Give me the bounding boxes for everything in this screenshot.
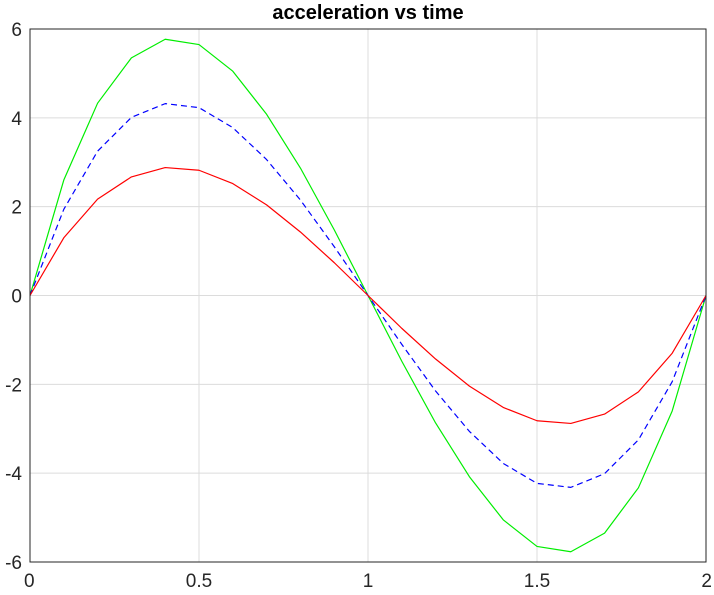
x-tick-label-0: 0 [24, 571, 35, 592]
series-lines [29, 38, 707, 553]
x-tick-label-3: 1.5 [524, 571, 550, 592]
y-tick-labels: -6 -4 -2 0 2 4 6 [5, 20, 22, 574]
y-tick-label-6: 6 [11, 20, 22, 41]
y-tick-label-2: -2 [5, 375, 22, 396]
x-tick-label-4: 2 [701, 571, 712, 592]
y-tick-label-4: 2 [11, 198, 22, 219]
y-tick-label-0: -6 [5, 553, 22, 574]
x-tick-label-1: 0.5 [186, 571, 212, 592]
y-tick-label-3: 0 [11, 287, 22, 308]
plot-frame [29, 28, 707, 563]
series-line-2 [29, 166, 707, 425]
y-tick-label-5: 4 [11, 109, 22, 130]
x-tick-label-2: 1 [363, 571, 374, 592]
x-tick-labels: 0 0.5 1 1.5 2 [24, 571, 712, 592]
chart-title: acceleration vs time [272, 2, 463, 24]
y-tick-label-1: -4 [5, 464, 22, 485]
